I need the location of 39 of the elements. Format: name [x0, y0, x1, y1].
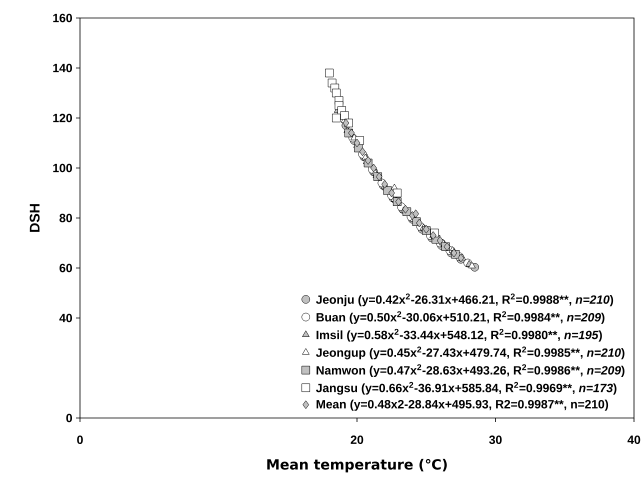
- point: [354, 138, 360, 148]
- x-tick-label: 0: [77, 436, 83, 444]
- y-tick-label: 60: [60, 264, 72, 272]
- point: [468, 262, 476, 268]
- y-tick-label: 140: [53, 64, 72, 72]
- point: [325, 68, 334, 78]
- point: [332, 88, 340, 98]
- legend-label: Jeonju (y=0.42x$^{2}$-26.31x+466.21, R$^{2}$=0.9988**, n=210): [316, 294, 614, 306]
- point: [376, 172, 382, 181]
- point: [392, 188, 402, 198]
- point: [395, 197, 402, 206]
- point: [450, 248, 458, 258]
- y-axis-title: DSH: [30, 204, 40, 232]
- legend-label: Jeongup (y=0.45x$^{2}$-27.43x+479.74, R$^{2}$=0.9985**, n=210): [316, 346, 624, 360]
- point: [412, 209, 419, 218]
- legend-label: Buan (y=0.50x$^{2}$-30.06x+510.21, R$^{2}$=0.9984**, n=209): [316, 311, 604, 324]
- y-tick-label: 100: [53, 164, 72, 172]
- y-tick-label: 120: [53, 114, 72, 122]
- y-tick-label: 160: [53, 14, 72, 22]
- point: [359, 147, 366, 156]
- legend-label: Imsil (y=0.58x$^{2}$-33.44x+548.12, R$^{2}$=0.9980**, n=195): [316, 328, 602, 342]
- x-axis-title: Mean temperature (℃): [267, 458, 447, 472]
- x-tick-label: 40: [628, 436, 640, 444]
- point: [444, 242, 450, 251]
- x-tick-label: 30: [489, 436, 502, 444]
- legend-label: Jangsu (y=0.66x$^{2}$-36.91x+585.84, R$^{2}$=0.9969**, n=173): [316, 382, 616, 395]
- point: [332, 114, 340, 122]
- point: [388, 188, 395, 198]
- point: [340, 111, 349, 120]
- point: [416, 218, 423, 228]
- legend-label: Namwon (y=0.47x$^{2}$-28.63x+493.26, R$^{2}$=0.9986**, n=209): [316, 364, 624, 377]
- point: [342, 118, 350, 128]
- y-tick-label: 0: [66, 414, 72, 422]
- point: [348, 128, 355, 138]
- y-tick-label: 80: [60, 214, 72, 222]
- point: [436, 236, 444, 245]
- legend-label: Mean (y=0.48x2-28.84x+495.93, R2=0.9987**, n=210): [316, 400, 608, 411]
- x-tick-label: 20: [350, 436, 364, 444]
- y-tick-label: 40: [59, 314, 72, 322]
